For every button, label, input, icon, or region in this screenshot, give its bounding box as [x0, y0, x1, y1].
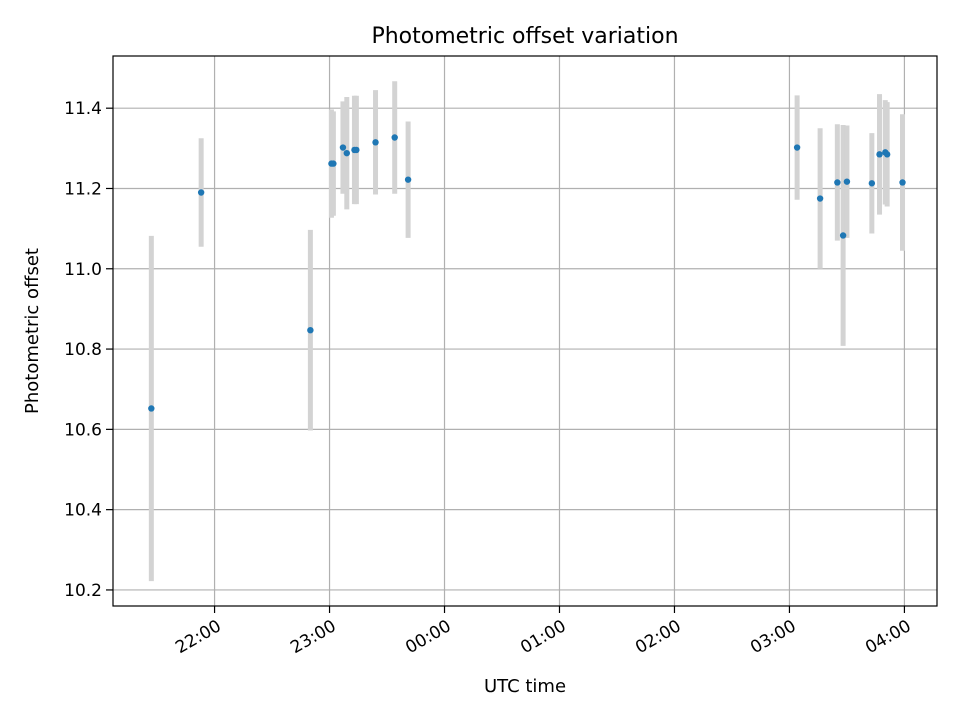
- y-tick-label: 11.2: [64, 179, 102, 199]
- data-point: [843, 178, 851, 185]
- data-point: [148, 405, 155, 412]
- data-point: [899, 179, 906, 186]
- x-tick-label: 02:00: [632, 616, 684, 658]
- data-point: [197, 189, 205, 196]
- x-tick-label: 01:00: [517, 616, 569, 658]
- data-point: [883, 151, 891, 158]
- data-point: [876, 151, 883, 158]
- data-point: [330, 160, 337, 167]
- grid: [113, 56, 937, 606]
- data-point: [307, 326, 314, 334]
- data-point: [343, 149, 350, 157]
- data-point: [816, 195, 824, 202]
- y-tick-label: 10.4: [64, 501, 102, 521]
- x-axis-ticks: 22:00 23:00 00:00 01:00 02:00 03:00 04:00: [172, 606, 915, 658]
- x-tick-label: 04:00: [862, 616, 914, 658]
- data-point: [391, 134, 398, 141]
- y-axis-ticks: 10.2 10.4 10.6 10.8 11.0 11.2 11.4: [64, 99, 113, 601]
- x-tick-label: 23:00: [287, 616, 339, 658]
- data-points: [148, 134, 906, 412]
- plot-frame: [112, 55, 938, 607]
- x-tick-label: 00:00: [402, 616, 454, 658]
- data-point: [404, 176, 412, 183]
- data-point: [793, 144, 801, 151]
- y-tick-label: 10.8: [64, 340, 102, 360]
- x-axis-label: UTC time: [484, 676, 566, 697]
- y-axis-label: Photometric offset: [22, 248, 43, 414]
- data-point: [839, 232, 847, 239]
- data-point: [372, 139, 379, 146]
- data-point: [868, 180, 876, 187]
- y-tick-label: 10.6: [64, 420, 102, 440]
- data-point: [339, 144, 347, 151]
- y-tick-label: 10.2: [64, 581, 102, 601]
- chart-title: Photometric offset variation: [371, 24, 678, 49]
- x-tick-label: 03:00: [747, 616, 799, 658]
- data-point: [353, 146, 360, 154]
- y-tick-label: 11.4: [64, 99, 102, 119]
- y-tick-label: 11.0: [64, 260, 102, 280]
- x-tick-label: 22:00: [172, 616, 224, 658]
- data-point: [834, 179, 841, 186]
